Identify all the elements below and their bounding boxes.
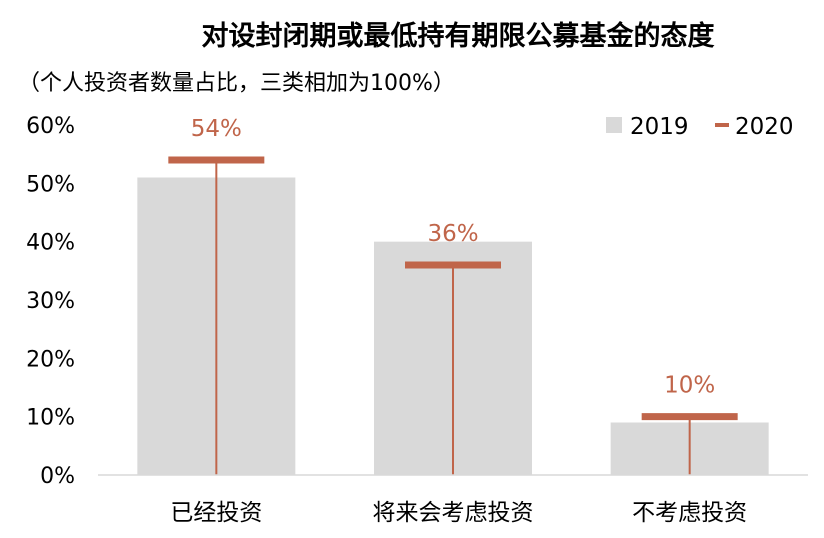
y-tick-label: 50% — [26, 172, 75, 197]
y-tick-label: 10% — [26, 406, 75, 431]
legend-label-2019: 2019 — [630, 114, 689, 140]
x-category-label: 将来会考虑投资 — [373, 500, 534, 526]
y-tick-label: 60% — [26, 114, 75, 139]
chart-subtitle: （个人投资者数量占比，三类相加为100%） — [18, 71, 455, 96]
legend-swatch-2019 — [606, 117, 622, 133]
x-category-label: 不考虑投资 — [632, 500, 747, 526]
data-label: 10% — [664, 373, 715, 399]
legend-label-2020: 2020 — [735, 114, 794, 140]
data-labels: 54% 36% 10% — [191, 116, 715, 399]
y-tick-label: 40% — [26, 231, 75, 256]
y-tick-label: 30% — [26, 289, 75, 314]
y-axis: 0% 10% 20% 30% 40% 50% 60% — [26, 114, 75, 489]
y-tick-label: 20% — [26, 347, 75, 372]
data-label: 36% — [427, 221, 478, 247]
x-axis: 已经投资 将来会考虑投资 不考虑投资 — [98, 474, 808, 526]
chart-title: 对设封闭期或最低持有期限公募基金的态度 — [202, 20, 715, 52]
legend: 2019 2020 — [606, 114, 794, 140]
markers-2020 — [168, 156, 738, 475]
y-tick-label: 0% — [40, 464, 75, 489]
data-label: 54% — [191, 116, 242, 142]
x-category-label: 已经投资 — [170, 500, 262, 526]
